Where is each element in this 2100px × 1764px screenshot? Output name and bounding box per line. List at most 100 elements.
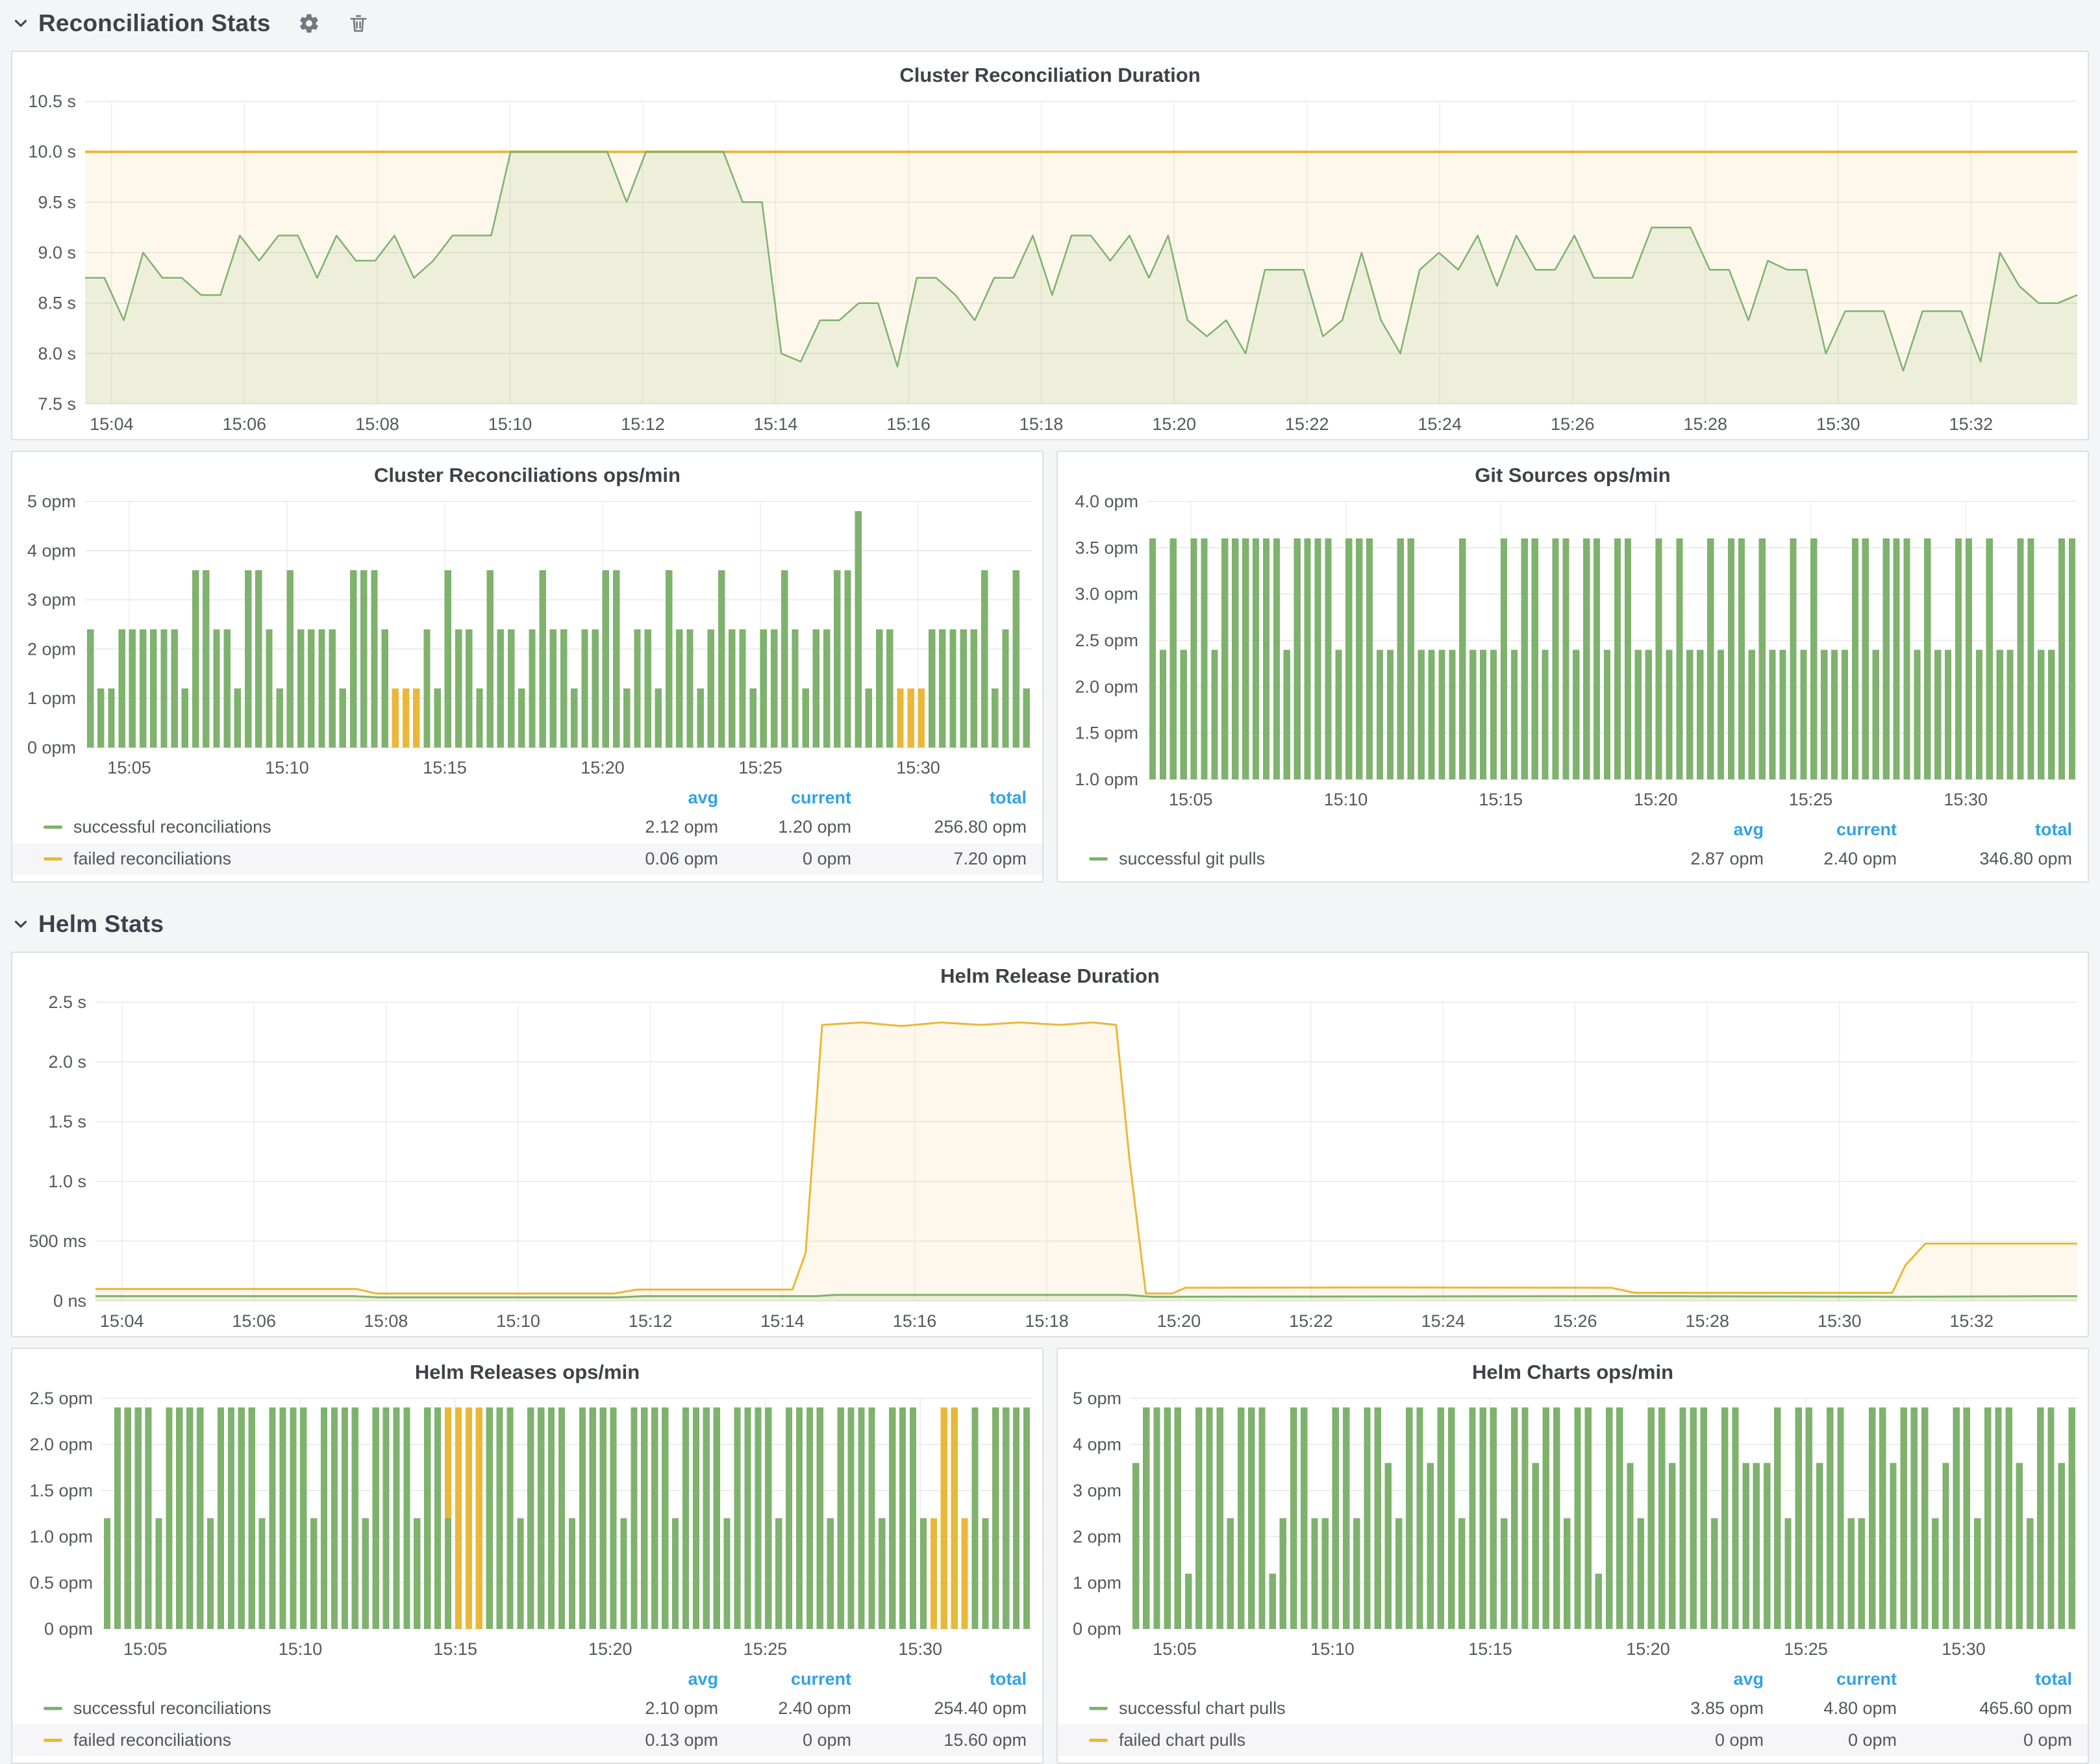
svg-text:15:22: 15:22 <box>1285 414 1329 434</box>
svg-text:0 ns: 0 ns <box>53 1291 86 1311</box>
svg-text:15:10: 15:10 <box>265 758 309 777</box>
svg-text:2.5 opm: 2.5 opm <box>1075 631 1138 650</box>
panel-title[interactable]: Helm Charts ops/min <box>1471 1361 1674 1383</box>
svg-text:1.0 opm: 1.0 opm <box>29 1527 93 1546</box>
svg-text:2.5 opm: 2.5 opm <box>29 1389 93 1408</box>
legend-sort-avg[interactable]: avg <box>688 1669 718 1689</box>
svg-text:15:30: 15:30 <box>1942 1639 1986 1659</box>
legend-sort-total[interactable]: total <box>990 1669 1027 1689</box>
svg-text:15:04: 15:04 <box>90 414 134 434</box>
svg-text:15:20: 15:20 <box>581 758 625 777</box>
svg-text:15:08: 15:08 <box>355 414 399 434</box>
svg-text:15:05: 15:05 <box>123 1639 168 1659</box>
legend-sort-total[interactable]: total <box>990 787 1027 807</box>
svg-text:15:24: 15:24 <box>1418 414 1462 434</box>
svg-text:1 opm: 1 opm <box>27 688 76 708</box>
helm-release-duration-chart[interactable]: 0 ns 500 ms 1.0 s 1.5 s 2.0 s 2.5 s 15:04 15:06… <box>12 989 2088 1336</box>
legend-total-value: 0 opm <box>2023 1730 2072 1750</box>
svg-text:0 opm: 0 opm <box>1073 1619 1121 1639</box>
svg-text:2 opm: 2 opm <box>1073 1527 1121 1546</box>
legend: avg current total successful chart pulls 3.8… <box>1058 1664 2088 1763</box>
svg-text:2.0 opm: 2.0 opm <box>29 1435 93 1454</box>
section-title: Helm Stats <box>38 911 164 937</box>
legend-sort-avg[interactable]: avg <box>1733 1669 1764 1689</box>
panel-title[interactable]: Helm Releases ops/min <box>414 1361 640 1383</box>
series-color-dash <box>44 825 62 829</box>
legend-total-value: 465.60 opm <box>1979 1698 2072 1718</box>
panel-helm-charts: Helm Charts ops/min 0 opm 1 opm 2 opm 3 opm… <box>1056 1348 2089 1764</box>
panel-helm-releases: Helm Releases ops/min 0 opm 0.5 opm 1.0 op… <box>11 1348 1044 1764</box>
svg-text:15:30: 15:30 <box>1816 414 1860 434</box>
legend-series-label[interactable]: successful reconciliations <box>73 817 271 837</box>
legend-total-value: 346.80 opm <box>1979 849 2072 868</box>
legend-sort-avg[interactable]: avg <box>1733 819 1764 839</box>
panel-cluster-reconciliation-duration: Cluster Reconciliation Duration 7.5 s 8.0… <box>11 51 2089 440</box>
legend-total-value: 254.40 opm <box>934 1698 1027 1718</box>
row-header-helm-stats[interactable]: Helm Stats <box>11 906 2089 942</box>
row-header-reconciliation-stats[interactable]: Reconciliation Stats <box>11 5 2089 42</box>
legend-series-label[interactable]: successful git pulls <box>1119 849 1266 868</box>
cluster-reconciliations-chart[interactable]: 0 opm 1 opm 2 opm 3 opm 4 opm 5 opm 15:05 15:10… <box>12 488 1042 783</box>
legend: avg current total successful reconciliation… <box>12 1664 1042 1763</box>
svg-text:15:04: 15:04 <box>100 1311 144 1331</box>
legend-sort-current[interactable]: current <box>1836 819 1897 839</box>
legend-header: avg current total <box>12 784 1042 811</box>
series-color-dash <box>44 1739 62 1742</box>
git-sources-chart[interactable]: 1.0 opm 1.5 opm 2.0 opm 2.5 opm 3.0 opm 3.5 o… <box>1058 488 2088 814</box>
legend-series-label[interactable]: failed reconciliations <box>73 1730 232 1750</box>
trash-icon[interactable] <box>347 12 369 34</box>
legend-current-value: 1.20 opm <box>778 817 851 837</box>
chevron-down-icon <box>11 14 31 33</box>
legend-sort-current[interactable]: current <box>790 787 851 807</box>
svg-text:10.5 s: 10.5 s <box>28 92 76 111</box>
svg-text:15:20: 15:20 <box>588 1639 632 1659</box>
legend-sort-current[interactable]: current <box>1836 1669 1897 1689</box>
svg-text:15:30: 15:30 <box>896 758 940 777</box>
legend-row: successful reconciliations 2.12 opm 1.20 o… <box>12 811 1042 843</box>
legend-total-value: 15.60 opm <box>944 1730 1027 1750</box>
legend-row: successful reconciliations 2.10 opm 2.40 o… <box>12 1693 1042 1724</box>
legend-series-label[interactable]: successful chart pulls <box>1119 1698 1286 1718</box>
svg-text:15:20: 15:20 <box>1626 1639 1670 1659</box>
legend-current-value: 0 opm <box>802 1730 851 1750</box>
cluster-reconciliation-duration-chart[interactable]: 7.5 s 8.0 s 8.5 s 9.0 s 9.5 s 10.0 s 10.5 s 15:… <box>12 88 2088 439</box>
legend-series-label[interactable]: successful reconciliations <box>73 1698 271 1718</box>
legend-current-value: 0 opm <box>802 849 851 868</box>
svg-text:15:25: 15:25 <box>1789 790 1833 809</box>
svg-text:15:12: 15:12 <box>621 414 665 434</box>
legend-current-value: 4.80 opm <box>1823 1698 1897 1718</box>
legend-total-value: 7.20 opm <box>953 849 1027 868</box>
svg-text:15:15: 15:15 <box>423 758 467 777</box>
legend-series-label[interactable]: failed reconciliations <box>73 849 232 868</box>
legend-avg-value: 2.12 opm <box>645 817 718 837</box>
legend-sort-current[interactable]: current <box>790 1669 851 1689</box>
legend-avg-value: 0.06 opm <box>645 849 718 868</box>
panel-title[interactable]: Cluster Reconciliations ops/min <box>374 464 681 486</box>
gear-icon[interactable] <box>298 12 320 34</box>
svg-text:9.5 s: 9.5 s <box>38 192 76 212</box>
svg-text:3.0 opm: 3.0 opm <box>1075 585 1138 604</box>
svg-text:15:05: 15:05 <box>1153 1639 1197 1659</box>
svg-text:15:05: 15:05 <box>107 758 151 777</box>
legend-row: successful chart pulls 3.85 opm 4.80 opm 46… <box>1058 1693 2088 1724</box>
series-color-dash <box>1089 1739 1108 1742</box>
helm-charts-chart[interactable]: 0 opm 1 opm 2 opm 3 opm 4 opm 5 opm 15:05 15:10… <box>1058 1385 2088 1664</box>
legend-series-label[interactable]: failed chart pulls <box>1119 1730 1246 1750</box>
chevron-down-icon <box>11 914 31 934</box>
svg-text:15:10: 15:10 <box>279 1639 323 1659</box>
svg-text:15:28: 15:28 <box>1684 414 1728 434</box>
panel-title[interactable]: Cluster Reconciliation Duration <box>899 64 1201 86</box>
svg-text:2 opm: 2 opm <box>27 639 76 659</box>
legend-sort-total[interactable]: total <box>2035 819 2072 839</box>
svg-text:15:08: 15:08 <box>364 1311 408 1331</box>
svg-text:1.5 opm: 1.5 opm <box>29 1481 93 1500</box>
panel-title[interactable]: Git Sources ops/min <box>1475 464 1671 486</box>
svg-text:15:12: 15:12 <box>629 1311 673 1331</box>
legend-avg-value: 0.13 opm <box>645 1730 718 1750</box>
panel-title[interactable]: Helm Release Duration <box>940 964 1160 987</box>
legend-sort-avg[interactable]: avg <box>688 787 718 807</box>
helm-releases-chart[interactable]: 0 opm 0.5 opm 1.0 opm 1.5 opm 2.0 opm 2.5 opm… <box>12 1385 1042 1664</box>
svg-text:5 opm: 5 opm <box>27 492 76 511</box>
svg-text:15:32: 15:32 <box>1949 1311 1994 1331</box>
legend-sort-total[interactable]: total <box>2035 1669 2072 1689</box>
